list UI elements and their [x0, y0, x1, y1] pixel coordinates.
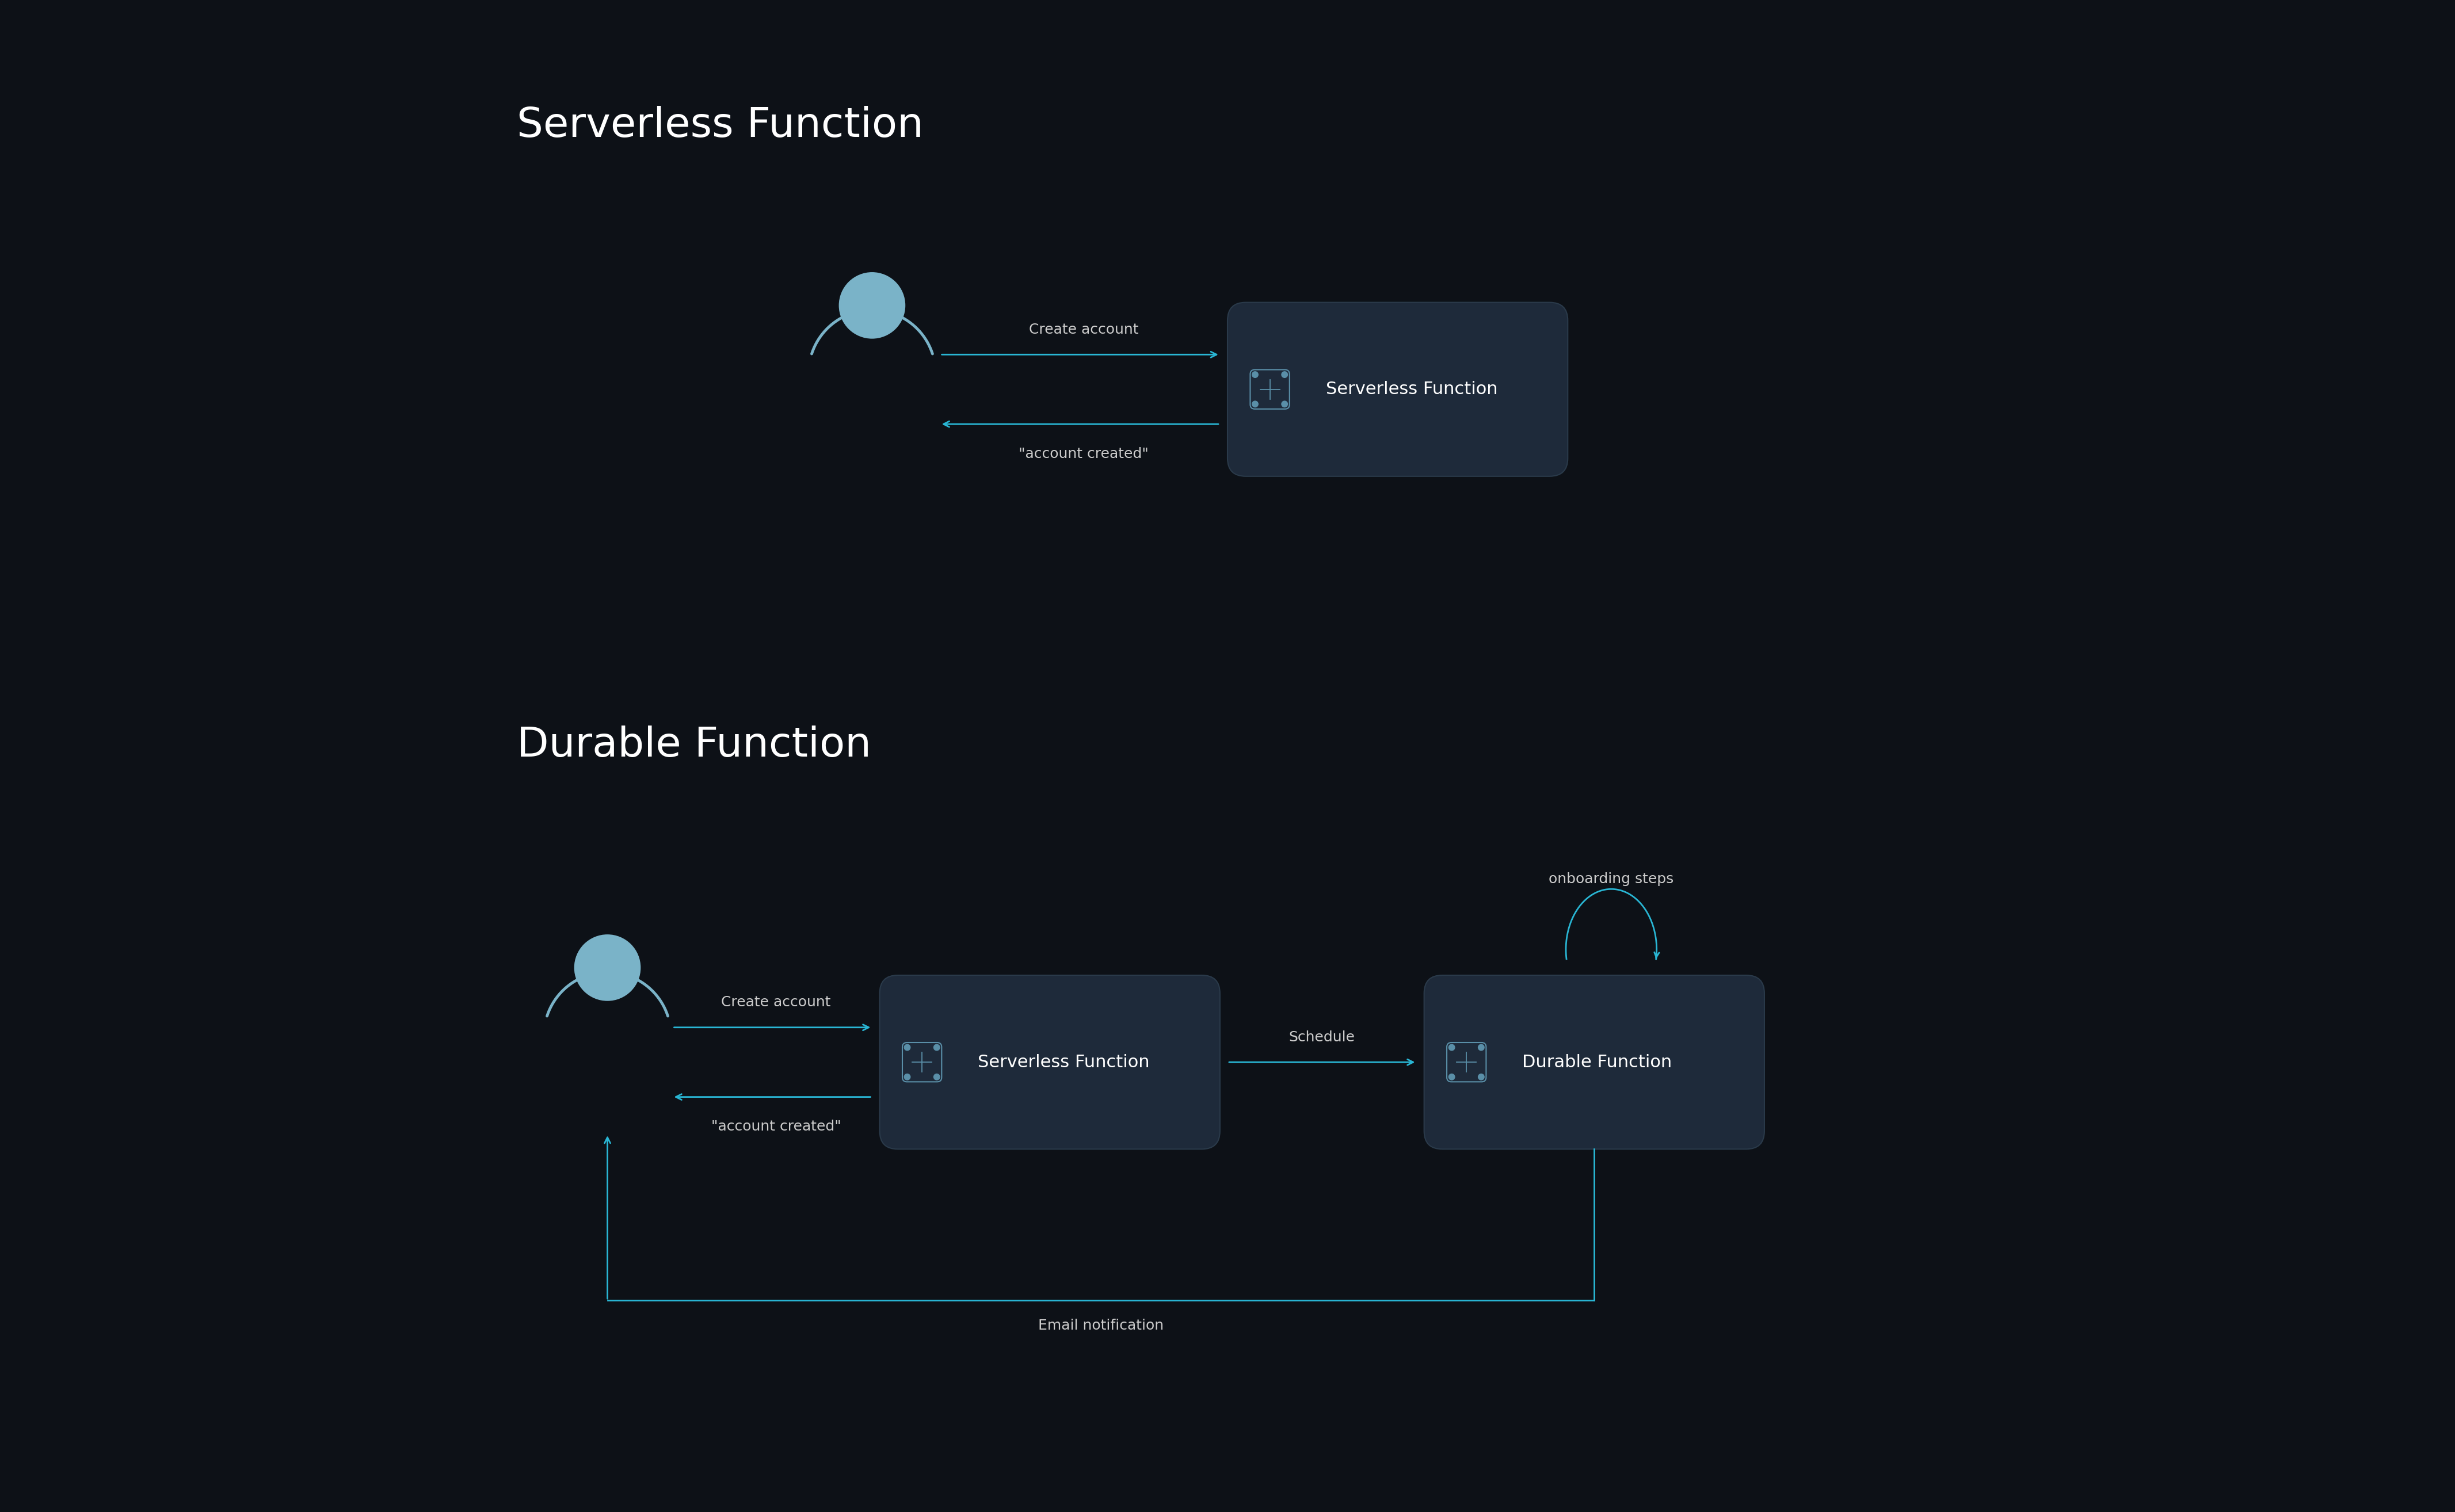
Text: Durable Function: Durable Function [1522, 1054, 1672, 1070]
Circle shape [1282, 401, 1286, 407]
Text: Create account: Create account [722, 995, 830, 1010]
FancyBboxPatch shape [879, 975, 1220, 1149]
Circle shape [1282, 372, 1286, 378]
Circle shape [933, 1074, 940, 1080]
Circle shape [1448, 1074, 1456, 1080]
Circle shape [903, 1074, 911, 1080]
Circle shape [1252, 401, 1257, 407]
Text: Serverless Function: Serverless Function [977, 1054, 1149, 1070]
Text: onboarding steps: onboarding steps [1549, 872, 1674, 886]
Circle shape [574, 934, 641, 1001]
Text: Email notification: Email notification [1038, 1318, 1164, 1332]
Text: "account created": "account created" [1019, 448, 1149, 461]
Text: Serverless Function: Serverless Function [516, 106, 923, 145]
Circle shape [1252, 372, 1257, 378]
Circle shape [840, 272, 906, 339]
Text: "account created": "account created" [712, 1119, 842, 1134]
FancyBboxPatch shape [1424, 975, 1765, 1149]
Text: Schedule: Schedule [1289, 1030, 1355, 1043]
Text: Durable Function: Durable Function [516, 726, 872, 765]
Circle shape [933, 1045, 940, 1051]
Circle shape [1478, 1045, 1485, 1051]
Text: Create account: Create account [1029, 322, 1139, 336]
Circle shape [1448, 1045, 1456, 1051]
FancyBboxPatch shape [1228, 302, 1569, 476]
Circle shape [903, 1045, 911, 1051]
Text: Serverless Function: Serverless Function [1326, 381, 1498, 398]
Circle shape [1478, 1074, 1485, 1080]
